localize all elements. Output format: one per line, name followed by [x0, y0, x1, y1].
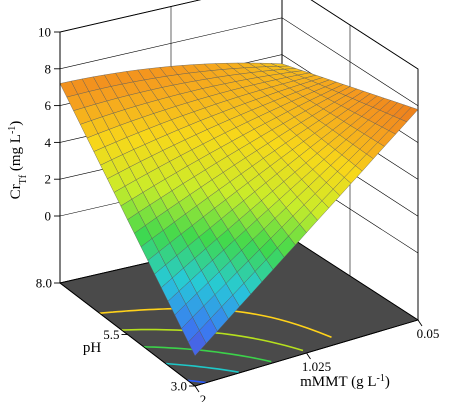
ph-axis-ticks: 3.0 5.5 8.0 [36, 276, 187, 394]
mmmt-tick-label: 0.05 [417, 326, 440, 341]
response-surface [59, 62, 419, 357]
mmmt-axis-title-close: ) [385, 374, 390, 390]
z-tick-label: 2 [45, 172, 52, 187]
contour-line [143, 346, 272, 363]
mmmt-tick-label: 1.025 [302, 359, 331, 374]
z-tick-label: 4 [45, 135, 52, 150]
ph-axis-title: pH [83, 340, 102, 356]
z-axis-title: CrTf (mg L-1) [7, 121, 29, 200]
ph-tick-label: 8.0 [36, 276, 52, 291]
mmmt-axis-title-exp: -1 [377, 373, 385, 384]
contour-line [187, 379, 207, 384]
z-axis-title-units: (mg L [8, 134, 24, 175]
z-axis-title-exp: -1 [7, 126, 18, 134]
mmmt-tick-label: 2 [200, 392, 207, 402]
z-tick-label: 8 [45, 61, 52, 76]
mmmt-axis-title: mMMT (g L-1) [300, 373, 390, 391]
z-axis-title-main: Cr [8, 184, 24, 199]
mmmt-tick-mark [194, 385, 200, 393]
contour-line [165, 362, 239, 373]
mmmt-axis-ticks: 2 1.025 0.05 [200, 326, 440, 402]
mmmt-tick-mark [417, 319, 423, 327]
z-axis-ticks: 0 2 4 6 8 10 [38, 25, 52, 224]
surface-cell [399, 106, 419, 123]
mmmt-tick-mark [306, 352, 311, 360]
z-tick-label: 10 [38, 25, 51, 40]
wall-grid-line [59, 0, 419, 70]
axes [54, 31, 423, 393]
mmmt-axis-title-main: mMMT (g L [300, 374, 376, 390]
z-axis-title-sub: Tf [18, 174, 29, 184]
ph-tick-label: 5.5 [103, 327, 119, 342]
z-tick-label: 0 [45, 209, 52, 224]
z-axis-title-close: ) [8, 121, 24, 126]
ph-tick-label: 3.0 [171, 379, 187, 394]
z-tick-label: 6 [45, 98, 52, 113]
